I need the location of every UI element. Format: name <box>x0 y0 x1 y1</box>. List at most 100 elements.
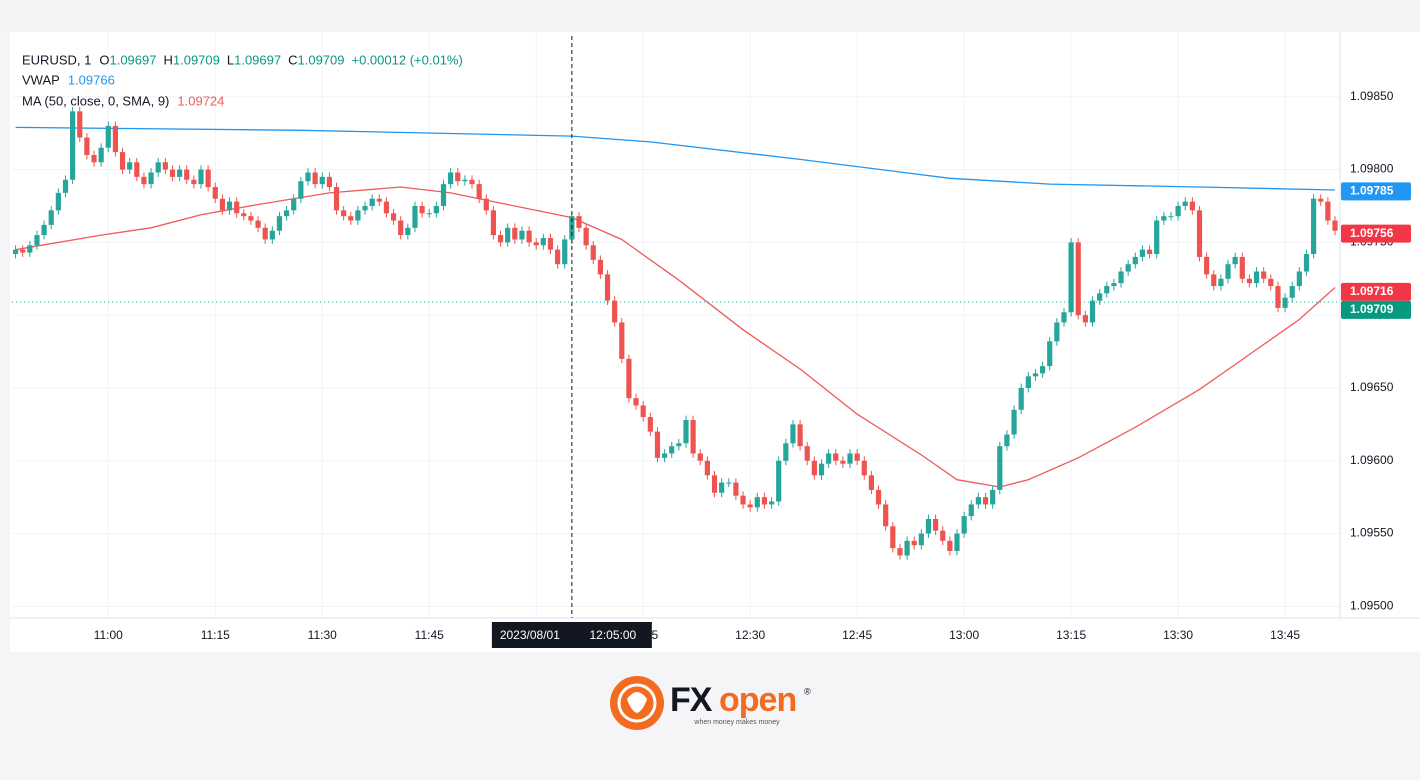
candle-body <box>305 172 311 182</box>
candle-body <box>982 497 989 505</box>
candle-body <box>861 460 867 476</box>
candle-body <box>1225 264 1231 279</box>
candle-body <box>234 201 240 214</box>
candle-body <box>583 227 589 246</box>
candle-body <box>219 198 225 211</box>
price-tag-label: 1.09756 <box>1350 226 1394 240</box>
candle-body <box>469 179 475 185</box>
status-text: C <box>288 52 297 67</box>
candle-body <box>369 198 375 206</box>
candle-body <box>1161 216 1167 221</box>
candle-body <box>740 495 746 505</box>
candle-body <box>269 230 275 240</box>
status-text: 1.09709 <box>298 52 345 67</box>
candle-body <box>1318 198 1324 202</box>
candle-body <box>226 201 233 211</box>
candle-body <box>1296 271 1302 287</box>
status-text: +0.00012 (+0.01%) <box>352 52 463 67</box>
y-tick-label: 1.09650 <box>1350 380 1394 394</box>
price-tag-label: 1.09785 <box>1350 184 1394 198</box>
candle-body <box>433 205 439 214</box>
candle-body <box>241 213 247 217</box>
candle-body <box>576 216 582 228</box>
candle-body <box>191 179 197 185</box>
candle-body <box>626 358 632 399</box>
brand-open: open <box>719 681 796 719</box>
candle-body <box>719 482 725 493</box>
candle-body <box>1011 409 1017 435</box>
candle-body <box>669 446 675 454</box>
candle-body <box>1218 278 1224 287</box>
candle-body <box>547 238 554 250</box>
candle-body <box>41 224 47 236</box>
y-tick-label: 1.09800 <box>1350 162 1394 176</box>
candle-body <box>1125 264 1131 272</box>
candle-body <box>640 405 646 418</box>
candle-body <box>1211 274 1217 287</box>
logo-lion <box>617 683 657 723</box>
candle-body <box>483 198 489 211</box>
candle-body <box>768 501 775 505</box>
x-tick-label: 12:45 <box>842 628 872 642</box>
chart-panel <box>10 32 1420 652</box>
candle-body <box>348 216 354 221</box>
candle-body <box>98 147 104 163</box>
candle-body <box>1132 256 1138 265</box>
candle-body <box>1311 198 1317 255</box>
x-tick-label: 11:30 <box>308 628 337 642</box>
candle-body <box>405 227 411 236</box>
candle-body <box>1061 312 1067 323</box>
candle-body <box>505 227 511 243</box>
candle-body <box>383 201 390 214</box>
candle-body <box>555 249 561 265</box>
x-tick-label: 13:15 <box>1056 628 1086 642</box>
candle-body <box>184 169 190 180</box>
candle-body <box>398 220 404 236</box>
candle-body <box>540 238 546 246</box>
candle-body <box>925 518 932 534</box>
candle-body <box>62 179 69 193</box>
status-text: H <box>163 52 172 67</box>
brand-tagline: when money makes money <box>693 719 780 726</box>
candle-body <box>1054 322 1060 342</box>
candle-body <box>127 162 133 170</box>
candle-body <box>975 497 982 505</box>
candle-body <box>804 446 810 461</box>
candle-body <box>283 210 290 217</box>
candle-body <box>1196 210 1203 257</box>
candle-body <box>1104 286 1110 294</box>
candle-body <box>1232 256 1238 265</box>
candle-body <box>1253 271 1260 284</box>
candle-body <box>1268 278 1274 287</box>
candle-body <box>55 192 61 211</box>
candle-body <box>462 179 468 182</box>
candle-body <box>455 172 461 182</box>
candle-body <box>1182 201 1188 206</box>
candle-body <box>169 169 176 177</box>
candle-body <box>1018 387 1024 410</box>
candle-body <box>155 162 161 173</box>
candle-body <box>562 239 568 265</box>
x-tick-label: 12:30 <box>735 628 765 642</box>
candle-body <box>1004 434 1010 447</box>
candle-body <box>868 475 875 490</box>
candle-body <box>1204 256 1210 275</box>
candle-body <box>1175 205 1181 217</box>
candle-body <box>333 187 340 211</box>
candle-body <box>1289 286 1295 298</box>
candle-body <box>526 230 532 243</box>
status-text: O <box>99 52 109 67</box>
candle-body <box>255 220 261 228</box>
candle-body <box>134 162 140 177</box>
candle-body <box>497 235 504 243</box>
candle-body <box>904 540 910 556</box>
candle-body <box>990 489 996 505</box>
status-text: 1.09724 <box>177 93 224 108</box>
candle-body <box>875 489 882 505</box>
candle-body <box>690 419 696 454</box>
price-tag <box>1341 182 1411 201</box>
candle-body <box>1332 220 1338 231</box>
price-tag <box>1341 282 1411 301</box>
candle-body <box>198 169 204 185</box>
